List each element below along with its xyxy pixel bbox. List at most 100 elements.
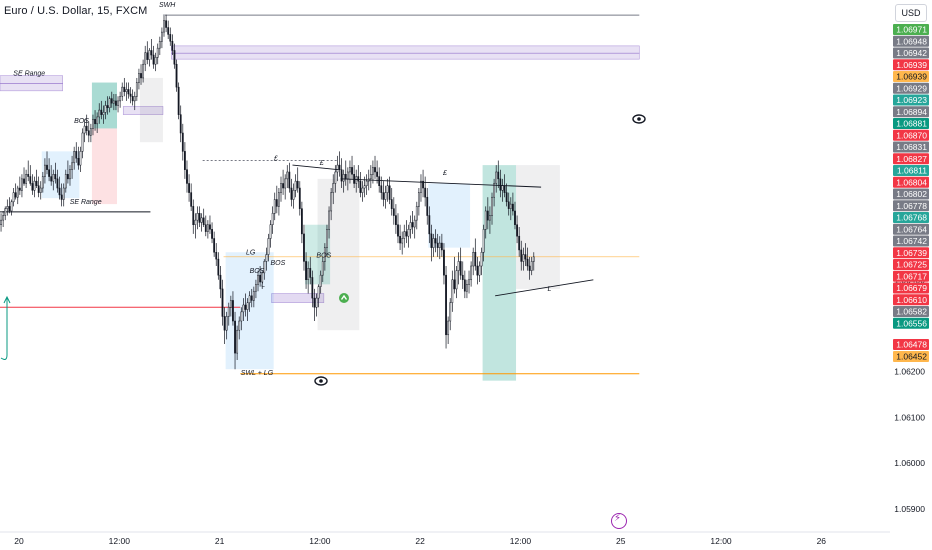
- candle-body: [493, 183, 495, 198]
- candle-body: [528, 265, 531, 271]
- candle-body: [334, 171, 337, 184]
- candle-body: [209, 224, 211, 230]
- time-tick-label: 12:00: [109, 536, 131, 546]
- candle-body: [104, 105, 107, 113]
- candle-body: [81, 132, 84, 152]
- time-tick-label: 22: [415, 536, 425, 546]
- candle-body: [395, 215, 397, 225]
- eye-icon[interactable]: [314, 376, 328, 386]
- candle-body: [482, 229, 485, 253]
- candle-body: [432, 238, 435, 248]
- chart-annotation: BOS: [250, 268, 265, 275]
- candle-body: [300, 208, 303, 235]
- price-tag: [893, 282, 929, 294]
- price-tag-label: 1.06870: [896, 130, 927, 140]
- candle-body: [18, 187, 21, 191]
- candle-body: [342, 174, 345, 182]
- candle-body: [355, 176, 358, 184]
- price-tag: [893, 351, 929, 362]
- trend-line: [292, 164, 339, 171]
- candle-body: [271, 213, 274, 225]
- candle-body: [336, 164, 339, 173]
- candle-body: [179, 114, 182, 134]
- zone-box: [171, 45, 640, 54]
- candle-body: [353, 174, 356, 184]
- candle-body: [131, 96, 134, 102]
- candle-body: [413, 219, 416, 228]
- candle-body: [417, 192, 420, 207]
- candle-body: [388, 185, 391, 200]
- candle-body: [411, 222, 414, 228]
- zone-box: [428, 183, 471, 248]
- chart-annotation: SWH: [159, 2, 176, 9]
- candle-body: [87, 130, 90, 136]
- candle-body: [372, 167, 374, 175]
- price-tick-label: 1.05900: [894, 504, 925, 514]
- candle-body: [219, 274, 222, 290]
- price-tick-label: 1.06100: [894, 412, 925, 422]
- eye-icon[interactable]: [632, 114, 646, 124]
- candle-body: [27, 174, 30, 177]
- candle-body: [146, 52, 149, 60]
- candle-body: [215, 251, 218, 260]
- candle-body: [309, 268, 312, 278]
- candle-body: [386, 185, 389, 193]
- flash-icon[interactable]: [611, 513, 627, 529]
- candle-body: [64, 174, 67, 189]
- candle-body: [190, 192, 193, 207]
- candle-body: [263, 261, 266, 274]
- candle-body: [96, 116, 99, 125]
- candle-body: [382, 192, 385, 200]
- price-tag: [893, 35, 929, 47]
- price-tag: [893, 71, 929, 82]
- candle-body: [472, 251, 475, 267]
- candle-body: [436, 242, 439, 248]
- candle-body: [380, 185, 383, 193]
- candle-body: [181, 132, 184, 152]
- candle-body: [292, 190, 295, 200]
- price-tag: [893, 24, 929, 35]
- trend-line: [340, 178, 542, 188]
- chart-annotation: SE Range: [13, 71, 45, 78]
- candle-body: [112, 100, 115, 104]
- candle-body: [323, 247, 326, 262]
- candle-body: [85, 125, 88, 131]
- candle-body: [39, 187, 42, 193]
- zone-box: [271, 293, 325, 303]
- candle-body: [108, 98, 111, 109]
- candle-body: [384, 192, 387, 200]
- candle-body: [0, 219, 2, 225]
- candle-body: [397, 224, 399, 237]
- price-tag-label: 1.06582: [896, 307, 927, 317]
- candle-body: [311, 277, 314, 299]
- candle-body: [119, 96, 122, 102]
- candle-body: [499, 178, 502, 191]
- candle-body: [392, 208, 395, 216]
- candle-body: [374, 167, 376, 173]
- candle-body: [161, 31, 163, 42]
- price-tag-label: 1.06739: [896, 248, 927, 258]
- candle-body: [140, 73, 142, 79]
- price-tag-label: 1.06804: [896, 177, 927, 187]
- annotations-layer: SWH SE Range SE Range BOS £ £ £ LG BOS BOS BOS L L SW…: [13, 2, 551, 377]
- candle-body: [204, 224, 207, 232]
- candle-body: [110, 98, 113, 104]
- candle-body: [286, 171, 289, 180]
- currency-button[interactable]: USD: [895, 4, 927, 22]
- zone-box: [171, 52, 640, 60]
- candle-body: [221, 288, 224, 317]
- candle-body: [150, 50, 153, 56]
- time-axis[interactable]: 20 12:00 21 12:00 22 12:00 25 12:00 26: [0, 531, 890, 546]
- candle-body: [186, 169, 188, 184]
- candle-body: [238, 320, 241, 331]
- candle-body: [242, 304, 245, 313]
- candle-body: [273, 199, 276, 214]
- price-labels: 1.069711.069481.069421.069391.069391.069…: [893, 24, 929, 362]
- candle-body: [443, 249, 445, 276]
- price-tag: [893, 59, 929, 71]
- time-tick-label: 25: [616, 536, 626, 546]
- candle-body: [250, 295, 253, 301]
- candle-body: [459, 261, 462, 276]
